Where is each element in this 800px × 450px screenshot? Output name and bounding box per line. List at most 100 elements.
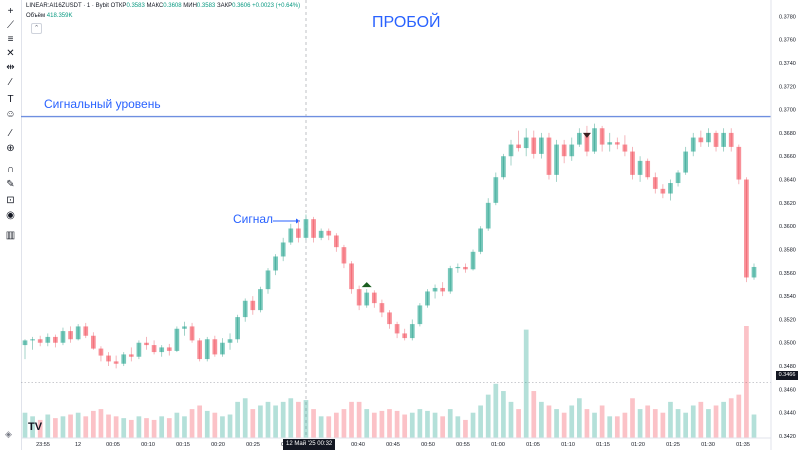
- volume-bar: [409, 412, 415, 438]
- candle-body: [90, 335, 96, 349]
- time-tick-label: 00:50: [421, 442, 435, 448]
- price-tick-label: 0.3660: [779, 154, 796, 160]
- price-tick-label: 0.3740: [779, 61, 796, 67]
- fib-icon[interactable]: ≡: [7, 34, 14, 45]
- time-tick-label: 01:10: [561, 442, 575, 448]
- annotation-signal-level: Сигнальный уровень: [44, 97, 161, 111]
- measure-icon[interactable]: ⇹: [6, 62, 15, 73]
- candle-body: [22, 340, 28, 346]
- volume-bar: [333, 412, 339, 438]
- crosshair-icon[interactable]: +: [7, 6, 14, 17]
- candle-body: [683, 151, 689, 173]
- price-tick-label: 0.3680: [779, 131, 796, 137]
- volume-bar: [288, 398, 294, 438]
- candle-body: [280, 242, 286, 257]
- candle-body: [182, 326, 187, 329]
- symbol-label[interactable]: LINEAR:AI16ZUSDT · 1 · Bybit: [26, 3, 109, 9]
- candle-body: [645, 160, 651, 178]
- candle-body: [45, 336, 51, 343]
- brush-icon[interactable]: ∕: [9, 77, 12, 88]
- candle-body: [136, 342, 142, 357]
- candle-body: [83, 326, 89, 336]
- volume-bar: [37, 419, 43, 438]
- candle-body: [736, 146, 742, 180]
- crosshair-time-badge: 12 Май '25 00:32: [283, 439, 336, 450]
- candle-body: [751, 266, 757, 278]
- high-value: 0.3608: [163, 3, 182, 9]
- volume-bar: [440, 416, 446, 438]
- annotation-signal: Сигнал: [233, 212, 274, 226]
- trend-line-icon[interactable]: ⟋: [7, 20, 14, 31]
- volume-bar: [425, 410, 430, 438]
- volume-bar: [432, 412, 438, 438]
- price-axis: 0.3780 0.3760 0.3740 0.3720 0.3700 0.3680 0.36…: [770, 0, 800, 450]
- volume-bar: [45, 414, 51, 438]
- candle-body: [607, 142, 613, 145]
- tradingview-logo: TV: [28, 421, 43, 433]
- volume-bar: [371, 412, 377, 438]
- candle-body: [30, 339, 35, 341]
- volume-bar: [630, 398, 635, 438]
- text-icon[interactable]: T: [7, 94, 14, 105]
- magnet-icon[interactable]: ∩: [6, 164, 15, 175]
- volume-bar: [90, 410, 96, 438]
- volume-bar: [220, 416, 225, 438]
- volume-bar: [523, 329, 529, 438]
- collapse-icon[interactable]: ⌃: [31, 23, 42, 34]
- candle-body: [713, 132, 719, 147]
- candles: [22, 123, 757, 369]
- candle-body: [53, 336, 58, 343]
- volume-bar: [592, 412, 597, 438]
- candle-body: [546, 137, 552, 175]
- volume-bar: [744, 326, 749, 438]
- price-tick-label: 0.3520: [779, 317, 796, 323]
- candle-body: [303, 219, 309, 238]
- price-tick-label: 0.3580: [779, 247, 796, 253]
- time-tick-label: 01:20: [631, 442, 645, 448]
- chart-canvas[interactable]: 0.3780 0.3760 0.3740 0.3720 0.3700 0.3680 0.36…: [21, 0, 800, 450]
- candle-body: [258, 289, 263, 311]
- grid: [21, 0, 771, 438]
- candle-body: [592, 128, 597, 152]
- eye-icon[interactable]: ◉: [6, 210, 15, 221]
- time-axis: 23:551200:0500:1000:1500:2000:2500:3000:…: [21, 437, 771, 448]
- volume-bar: [455, 416, 461, 438]
- candle-body: [98, 348, 104, 356]
- layers-icon[interactable]: ◈: [5, 429, 12, 439]
- volume-bar: [280, 401, 286, 438]
- candle-body: [402, 333, 408, 339]
- volume-bar: [106, 414, 111, 438]
- volume-bar: [242, 398, 248, 438]
- candle-body: [387, 312, 392, 325]
- volume-bar: [296, 401, 301, 438]
- candle-body: [212, 339, 218, 355]
- time-tick-label: 00:25: [246, 442, 260, 448]
- candle-body: [744, 179, 749, 278]
- ruler-icon[interactable]: ∕: [9, 128, 12, 139]
- time-tick-label: 12: [75, 442, 81, 448]
- lock-icon[interactable]: ⊡: [6, 195, 15, 206]
- pattern-icon[interactable]: ✕: [6, 48, 15, 59]
- price-tick-label: 0.3440: [779, 411, 796, 417]
- volume-bar: [341, 409, 347, 438]
- volume-bar: [493, 383, 499, 438]
- time-tick-label: 00:40: [351, 442, 365, 448]
- candle-body: [349, 263, 354, 290]
- candle-body: [394, 324, 400, 334]
- price-tick-label: 0.3600: [779, 224, 796, 230]
- volume-bar: [584, 409, 590, 438]
- candle-body: [189, 326, 195, 341]
- volume-bar: [501, 391, 506, 438]
- volume-bar: [470, 412, 476, 438]
- candle-body: [501, 156, 506, 178]
- volume-bar: [463, 419, 468, 438]
- time-tick-label: 00:05: [106, 442, 120, 448]
- emoji-icon[interactable]: ☺: [5, 109, 16, 120]
- zoom-icon[interactable]: ⊕: [6, 143, 15, 154]
- candle-body: [128, 354, 134, 357]
- candle-body: [531, 137, 537, 154]
- price-tick-label: 0.3700: [779, 108, 796, 114]
- lock-drawings-icon[interactable]: ✎: [6, 179, 15, 190]
- volume-bar: [607, 416, 613, 438]
- trash-icon[interactable]: ▥: [5, 230, 16, 241]
